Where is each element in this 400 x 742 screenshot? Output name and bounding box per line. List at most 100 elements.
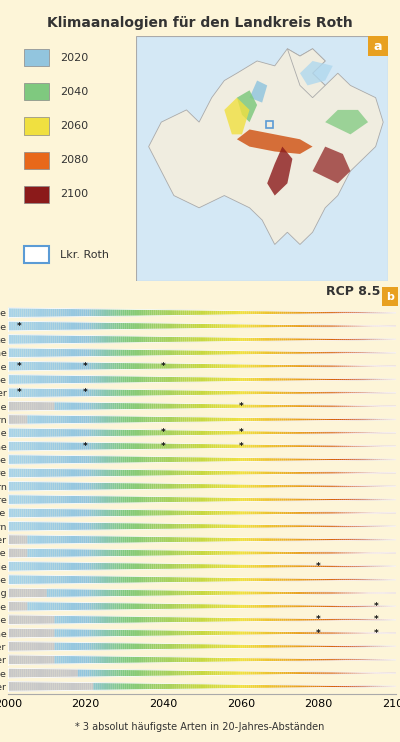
Polygon shape [380,446,382,447]
Polygon shape [367,525,369,527]
Polygon shape [233,671,235,675]
Polygon shape [27,348,29,358]
Polygon shape [167,563,169,569]
Polygon shape [384,486,386,487]
Polygon shape [109,549,111,556]
Polygon shape [181,617,182,623]
Polygon shape [10,388,12,398]
Polygon shape [26,348,27,358]
Polygon shape [10,321,12,331]
Polygon shape [229,631,231,635]
Polygon shape [188,510,190,516]
Polygon shape [97,616,99,623]
Polygon shape [268,631,270,635]
Polygon shape [12,602,14,611]
Polygon shape [278,391,280,395]
Polygon shape [154,430,156,436]
Polygon shape [291,364,293,367]
Polygon shape [26,308,27,318]
Polygon shape [233,564,235,568]
Polygon shape [35,335,37,344]
Polygon shape [24,588,26,597]
Polygon shape [10,348,12,358]
Polygon shape [45,415,47,424]
Polygon shape [235,484,237,488]
Polygon shape [10,441,12,451]
Polygon shape [247,471,248,475]
Polygon shape [111,589,113,597]
Polygon shape [373,486,375,487]
Polygon shape [159,510,161,516]
Polygon shape [293,685,295,688]
Polygon shape [309,605,311,608]
Polygon shape [161,483,163,489]
Polygon shape [99,362,101,370]
Polygon shape [227,497,229,502]
Polygon shape [351,646,353,647]
Polygon shape [312,405,314,407]
Polygon shape [37,548,39,557]
Polygon shape [74,589,76,597]
Polygon shape [248,604,250,608]
Polygon shape [276,618,278,621]
Polygon shape [37,682,39,691]
Polygon shape [142,349,144,356]
Polygon shape [16,415,18,424]
Polygon shape [56,335,58,344]
Polygon shape [320,418,322,421]
Polygon shape [254,645,256,649]
Polygon shape [78,309,80,317]
Polygon shape [250,605,252,608]
Polygon shape [284,404,286,407]
Polygon shape [231,671,233,675]
Polygon shape [24,682,26,691]
Polygon shape [328,352,330,354]
Polygon shape [363,512,365,513]
Polygon shape [384,566,386,567]
Polygon shape [295,418,297,421]
Polygon shape [8,508,10,518]
Polygon shape [177,523,179,529]
Polygon shape [237,391,239,395]
Polygon shape [200,310,202,315]
Polygon shape [54,562,56,571]
Polygon shape [20,575,22,584]
Polygon shape [167,309,169,315]
Polygon shape [92,629,93,637]
Polygon shape [380,352,382,353]
Polygon shape [330,525,332,528]
Polygon shape [86,335,88,344]
Polygon shape [186,324,188,329]
Polygon shape [266,525,268,528]
Polygon shape [344,432,346,434]
Polygon shape [58,389,60,397]
Polygon shape [286,458,287,461]
Polygon shape [309,459,311,461]
Polygon shape [43,388,45,397]
Polygon shape [235,617,237,622]
Polygon shape [84,603,86,610]
Polygon shape [303,365,305,367]
Polygon shape [351,672,353,674]
Polygon shape [359,592,361,594]
Polygon shape [295,351,297,354]
Polygon shape [268,618,270,622]
Polygon shape [74,402,76,410]
Polygon shape [274,645,276,648]
Polygon shape [353,325,355,326]
Polygon shape [8,441,10,451]
Polygon shape [241,497,243,502]
Polygon shape [109,375,111,383]
Polygon shape [117,309,118,316]
Polygon shape [68,429,70,437]
Polygon shape [218,390,220,395]
Polygon shape [357,325,359,326]
Polygon shape [60,669,62,677]
Polygon shape [88,669,90,677]
Polygon shape [111,549,113,556]
Polygon shape [297,565,299,568]
Polygon shape [33,682,35,691]
Polygon shape [384,459,386,460]
Polygon shape [154,510,156,516]
Polygon shape [289,404,291,407]
